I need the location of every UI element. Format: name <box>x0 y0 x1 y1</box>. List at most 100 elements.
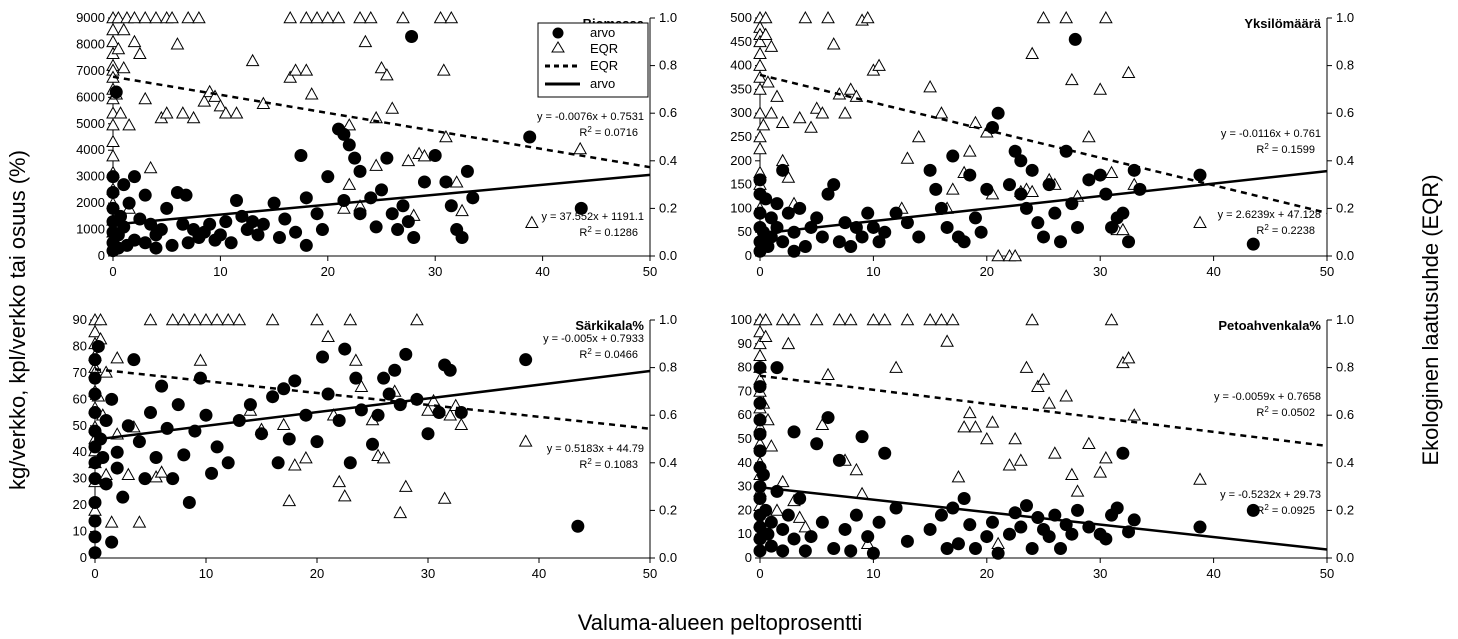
y-tick-label: 7000 <box>76 63 105 78</box>
arvo-point <box>353 207 367 221</box>
eqr-point <box>985 415 1000 428</box>
eqr-point <box>1025 46 1040 59</box>
arvo-point <box>255 427 268 441</box>
arvo-point <box>1014 520 1028 534</box>
arvo-point <box>1246 503 1260 517</box>
arvo-point <box>1014 154 1028 168</box>
arvo-point <box>466 191 480 205</box>
eqr-point <box>208 89 222 102</box>
eqr-point <box>343 312 358 326</box>
arvo-point <box>96 451 110 465</box>
arvo-equation: y = -0.5232x + 29.73 <box>1220 489 1321 501</box>
arvo-point <box>866 546 880 560</box>
arvo-point <box>88 406 102 420</box>
arvo-point <box>980 182 994 196</box>
eqr-point <box>299 63 314 76</box>
arvo-point <box>1025 163 1039 177</box>
arvo-point <box>787 225 801 239</box>
eqr-point <box>923 312 937 326</box>
arvo-point <box>815 515 829 529</box>
eqr-point <box>764 106 779 119</box>
x-tick-label: 30 <box>1093 264 1107 279</box>
arvo-point <box>781 508 795 522</box>
y-tick-label: 60 <box>73 391 87 406</box>
eqr-point <box>354 379 369 392</box>
eqr-point <box>221 312 236 326</box>
arvo-point <box>364 191 378 205</box>
arvo-point <box>946 149 960 163</box>
eqr-point <box>88 324 102 338</box>
arvo-point <box>371 408 385 422</box>
eqr-point <box>443 408 458 421</box>
eqr-point <box>332 474 347 488</box>
eqr-point <box>122 118 136 131</box>
arvo-point <box>160 421 174 435</box>
arvo-point <box>861 206 875 220</box>
eqr-point <box>1019 360 1034 373</box>
arvo-point <box>776 235 790 249</box>
eqr-point <box>781 170 796 183</box>
eqr-point <box>525 215 539 228</box>
eqr-point <box>1116 222 1130 236</box>
y-tick-label: 3000 <box>76 169 105 184</box>
arvo-point <box>519 353 533 367</box>
arvo-point <box>171 398 185 412</box>
y2-tick-label: 0.2 <box>1336 502 1354 517</box>
eqr-point <box>138 10 153 24</box>
arvo-point <box>205 466 219 480</box>
eqr-point <box>232 312 247 326</box>
arvo-point <box>177 448 191 462</box>
arvo-point <box>91 339 105 353</box>
arvo-point <box>753 173 767 187</box>
eqr-point <box>866 312 881 326</box>
arvo-point <box>1099 187 1113 201</box>
eqr-point <box>1025 312 1040 326</box>
arvo-point <box>832 235 846 249</box>
eqr-point <box>111 10 126 24</box>
eqr-point <box>349 353 363 366</box>
arvo-point <box>266 390 280 404</box>
arvo-point <box>110 445 124 459</box>
eqr-point <box>838 106 852 119</box>
eqr-point <box>199 312 213 326</box>
y-tick-label: 20 <box>738 502 752 517</box>
arvo-point <box>753 361 767 375</box>
eqr-r2: R2 = 0.1599 <box>1256 142 1315 156</box>
arvo-point <box>951 537 965 551</box>
eqr-point <box>444 10 459 24</box>
eqr-point <box>753 34 767 48</box>
arvo-point <box>753 444 767 458</box>
eqr-point <box>353 10 367 24</box>
arvo-point <box>753 492 767 505</box>
right-y-axis-title: Ekologinen laatusuhde (EQR) <box>1418 174 1443 465</box>
arvo-point <box>213 228 227 242</box>
arvo-point <box>310 435 324 449</box>
arvo-point <box>861 530 875 544</box>
arvo-point <box>1105 220 1119 234</box>
arvo-point <box>793 201 807 215</box>
arvo-point <box>366 437 379 451</box>
eqr-point <box>911 129 926 143</box>
eqr-point <box>121 467 136 480</box>
eqr-point <box>792 510 807 523</box>
arvo-point <box>753 380 767 394</box>
arvo-point <box>88 353 102 367</box>
eqr-point <box>93 312 108 326</box>
eqr-point <box>764 39 779 52</box>
arvo-point <box>991 546 1005 560</box>
eqr-point <box>815 417 830 431</box>
y2-tick-label: 0.0 <box>659 550 677 565</box>
arvo-point <box>1071 220 1085 234</box>
arvo-point <box>88 371 102 385</box>
y-tick-label: 350 <box>730 81 752 96</box>
arvo-point <box>980 530 994 544</box>
eqr-point <box>518 434 533 447</box>
eqr-point <box>756 118 771 131</box>
eqr-point <box>826 37 841 50</box>
y-tick-label: 70 <box>73 365 87 380</box>
arvo-point <box>417 175 431 189</box>
x-tick-label: 20 <box>980 264 994 279</box>
arvo-point <box>230 193 244 207</box>
eqr-point <box>426 393 441 407</box>
eqr-point <box>809 312 824 326</box>
